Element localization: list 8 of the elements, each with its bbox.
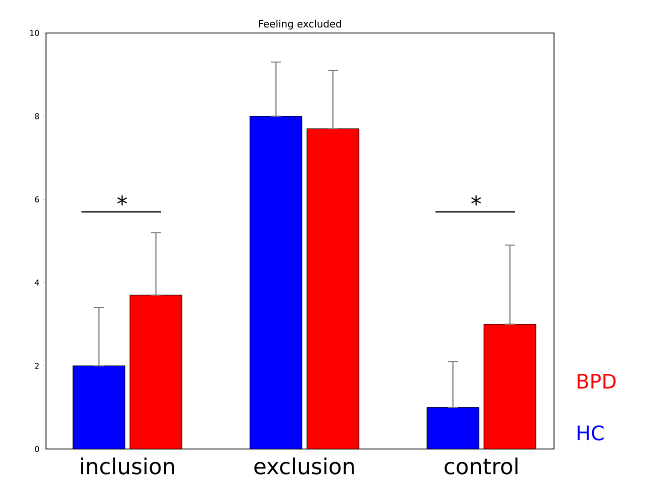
x-tick-label: control [444, 458, 518, 474]
text: HC [578, 425, 604, 440]
annotation: * [117, 195, 127, 206]
text: BPD [578, 374, 616, 388]
x-tick-label: exclusion [254, 458, 354, 474]
annotation: * [471, 195, 481, 206]
chart-title: Feeling excluded [259, 20, 342, 30]
x-tick-label: inclusion [81, 458, 174, 474]
